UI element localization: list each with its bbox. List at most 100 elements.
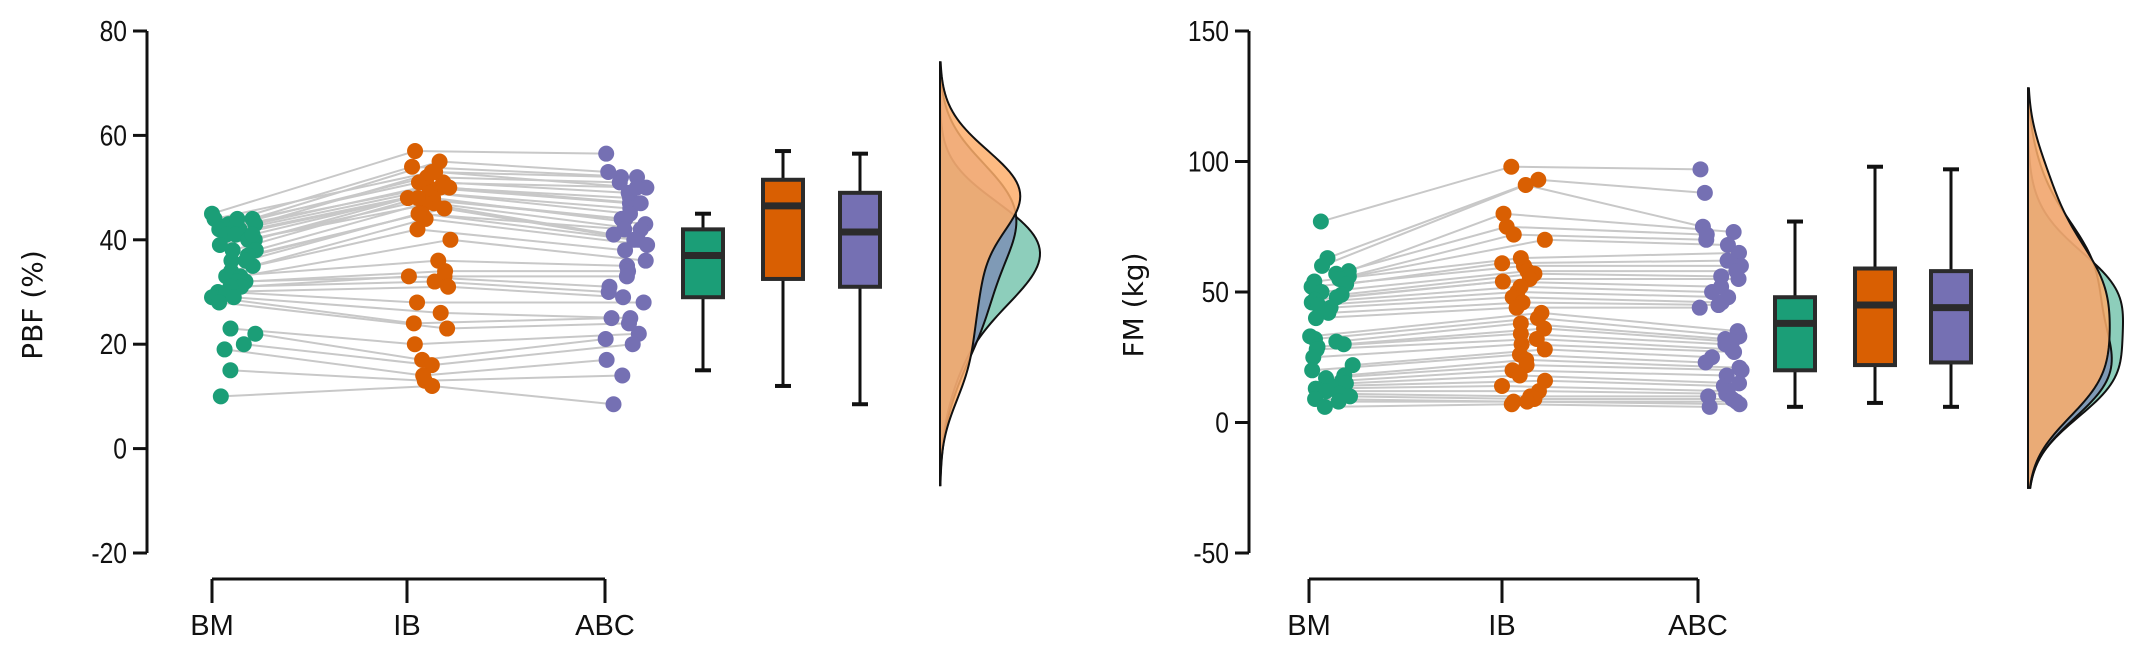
data-point bbox=[1503, 396, 1520, 413]
paired-line bbox=[243, 343, 432, 367]
data-point bbox=[632, 195, 649, 212]
data-point bbox=[436, 200, 453, 217]
data-point bbox=[1508, 299, 1525, 316]
paired-line bbox=[226, 259, 439, 278]
paired-line bbox=[411, 165, 638, 179]
data-point bbox=[441, 179, 458, 196]
data-point bbox=[1494, 273, 1511, 290]
paired-line bbox=[431, 170, 622, 179]
points-ib bbox=[399, 143, 459, 394]
x-tick-label-abc: ABC bbox=[575, 610, 635, 642]
paired-line bbox=[214, 170, 433, 220]
paired-line bbox=[1321, 270, 1528, 293]
data-point bbox=[1696, 184, 1713, 201]
data-point bbox=[603, 310, 620, 327]
paired-line bbox=[1521, 343, 1735, 354]
paired-line bbox=[1343, 327, 1545, 346]
data-point bbox=[1733, 362, 1750, 379]
y-axis-title: PBF (%) bbox=[16, 250, 49, 360]
data-point bbox=[227, 226, 244, 243]
paired-line bbox=[431, 343, 633, 367]
boxplot-ib bbox=[1853, 164, 1897, 405]
data-point bbox=[247, 325, 264, 342]
data-point bbox=[618, 268, 635, 285]
data-point bbox=[426, 273, 443, 290]
paired-line bbox=[435, 170, 637, 189]
paired-line bbox=[1313, 343, 1522, 359]
data-point bbox=[1517, 176, 1534, 193]
data-point bbox=[1503, 158, 1520, 175]
y-tick-label: 0 bbox=[1215, 407, 1229, 439]
data-point bbox=[628, 179, 645, 196]
box bbox=[681, 227, 725, 300]
boxplot-abc bbox=[1929, 167, 1973, 409]
paired-line bbox=[450, 238, 646, 262]
paired-line bbox=[1536, 337, 1733, 351]
paired-line bbox=[1502, 280, 1722, 288]
paired-line bbox=[1318, 291, 1518, 307]
paired-line bbox=[1327, 178, 1539, 260]
paired-line bbox=[1520, 322, 1726, 340]
paired-line bbox=[1339, 392, 1531, 398]
points-abc bbox=[1691, 161, 1750, 415]
paired-line bbox=[1321, 184, 1527, 267]
paired-line bbox=[440, 311, 631, 320]
data-point bbox=[1701, 398, 1718, 415]
paired-line bbox=[1520, 251, 1740, 260]
paired-line bbox=[1537, 317, 1740, 338]
paired-line bbox=[447, 322, 630, 330]
paired-line bbox=[424, 202, 614, 236]
boxplot-abc bbox=[838, 151, 882, 407]
data-point bbox=[1316, 398, 1333, 415]
boxplot-bm bbox=[1773, 219, 1817, 409]
data-point bbox=[212, 388, 229, 405]
paired-line bbox=[226, 291, 418, 304]
paired-line bbox=[237, 165, 413, 220]
paired-line bbox=[1348, 233, 1515, 278]
paired-line bbox=[1543, 327, 1733, 343]
paired-line bbox=[1544, 238, 1728, 247]
data-point bbox=[1307, 310, 1324, 327]
data-point bbox=[1730, 244, 1747, 261]
paired-line bbox=[1522, 301, 1719, 307]
data-point bbox=[405, 315, 422, 332]
paired-line bbox=[439, 160, 609, 173]
data-point bbox=[244, 226, 261, 243]
paired-line bbox=[1315, 306, 1517, 320]
data-point bbox=[440, 278, 457, 295]
paired-line bbox=[423, 358, 607, 377]
paired-line bbox=[233, 296, 441, 314]
data-point bbox=[211, 237, 228, 254]
data-point bbox=[1692, 161, 1709, 178]
data-point bbox=[224, 242, 241, 259]
data-point bbox=[1314, 257, 1331, 274]
data-point bbox=[617, 242, 634, 259]
data-point bbox=[442, 231, 459, 248]
data-point bbox=[211, 294, 228, 311]
data-point bbox=[1312, 213, 1329, 230]
data-point bbox=[1719, 237, 1736, 254]
y-tick-label: 100 bbox=[1188, 146, 1229, 178]
y-tick-label: 0 bbox=[113, 433, 127, 465]
boxplot-bm bbox=[681, 211, 725, 373]
data-point bbox=[1725, 223, 1742, 240]
paired-line bbox=[448, 285, 624, 299]
density-clouds bbox=[939, 61, 1042, 487]
paired-line bbox=[1320, 165, 1512, 223]
paired-line bbox=[422, 337, 606, 361]
data-point bbox=[400, 268, 417, 285]
paired-line bbox=[1525, 184, 1704, 228]
paired-line bbox=[1335, 225, 1507, 275]
data-point bbox=[611, 174, 628, 191]
y-tick-label: 60 bbox=[100, 120, 127, 152]
paired-line bbox=[1330, 379, 1546, 387]
paired-line bbox=[1512, 369, 1727, 377]
data-point bbox=[1704, 284, 1721, 300]
data-point bbox=[432, 304, 449, 321]
data-point bbox=[1691, 299, 1708, 316]
paired-line bbox=[1344, 358, 1527, 377]
paired-line bbox=[1519, 374, 1740, 385]
data-point bbox=[222, 362, 239, 379]
fm-panel: FM (kg) -50 0 50 100 150 BM IB ABC bbox=[1117, 15, 2125, 642]
box bbox=[761, 177, 805, 281]
